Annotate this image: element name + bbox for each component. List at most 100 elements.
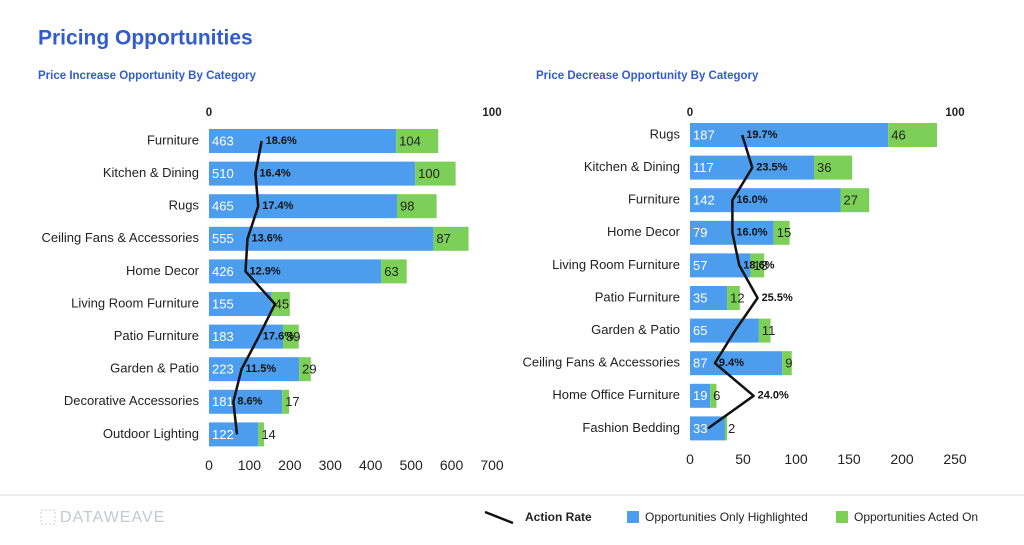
legend-label: Opportunities Only Highlighted <box>645 510 808 524</box>
bar-value-label: 117 <box>693 160 714 175</box>
rate-label: 24.0% <box>758 390 789 402</box>
bar-segment <box>381 259 407 284</box>
action-rate-line <box>707 134 759 430</box>
x-tick-label: 250 <box>943 451 967 467</box>
acted-value-label: 6 <box>713 388 720 403</box>
x-tick-label: 200 <box>278 457 302 473</box>
bar-value-label: 57 <box>693 258 707 273</box>
category-label: Outdoor Lighting <box>103 426 199 441</box>
category-label: Home Decor <box>126 263 200 278</box>
bar-segment <box>690 351 783 376</box>
acted-value-label: 29 <box>302 362 316 377</box>
x-tick-label: 100 <box>238 457 262 473</box>
bar-value-label: 122 <box>212 427 234 442</box>
category-label: Patio Furniture <box>595 289 680 304</box>
bar-segment <box>782 351 792 376</box>
bar-value-label: 19 <box>693 388 707 403</box>
x2-tick-label: 100 <box>482 107 501 119</box>
acted-value-label: 46 <box>891 127 905 142</box>
logo-icon <box>40 509 56 525</box>
category-label: Home Decor <box>607 224 681 239</box>
rate-label: 16.0% <box>736 194 767 206</box>
acted-value-label: 104 <box>399 133 421 148</box>
x2-tick-label: 0 <box>206 107 212 119</box>
bar-segment <box>415 161 456 186</box>
bar-value-label: 463 <box>212 133 234 148</box>
acted-value-label: 15 <box>777 225 791 240</box>
bar-value-label: 510 <box>212 166 234 181</box>
category-label: Home Office Furniture <box>552 387 680 402</box>
rate-label: 18.6% <box>266 135 297 147</box>
category-label: Patio Furniture <box>114 328 199 343</box>
bar-value-label: 223 <box>212 362 234 377</box>
bar-value-label: 555 <box>212 231 234 246</box>
bar-segment <box>258 422 264 447</box>
acted-value-label: 17 <box>285 394 299 409</box>
bar-segment <box>209 422 259 447</box>
bar-segment <box>282 324 299 349</box>
x-tick-label: 50 <box>735 451 751 467</box>
category-label: Ceiling Fans & Accessories <box>41 230 199 245</box>
legend-swatch <box>484 510 514 525</box>
bar-segment <box>209 389 283 414</box>
rate-label: 11.5% <box>246 363 277 375</box>
x-tick-label: 150 <box>837 451 861 467</box>
bar-value-label: 87 <box>693 356 707 371</box>
bar-segment <box>209 226 434 251</box>
x-tick-label: 600 <box>440 457 464 473</box>
x-tick-label: 0 <box>205 457 213 473</box>
rate-label: 16.4% <box>259 168 290 180</box>
bar-value-label: 181 <box>212 394 234 409</box>
acted-value-label: 14 <box>261 427 275 442</box>
category-label: Furniture <box>628 192 680 207</box>
bar-value-label: 35 <box>693 290 707 305</box>
acted-value-label: 13 <box>753 258 767 273</box>
bar-segment <box>299 357 311 382</box>
bar-value-label: 187 <box>693 127 715 142</box>
rate-label: 17.6% <box>263 331 294 343</box>
category-label: Furniture <box>147 132 199 147</box>
bar-segment <box>396 194 437 219</box>
acted-value-label: 39 <box>286 329 300 344</box>
bar-segment <box>209 129 397 153</box>
page-title: Pricing Opportunities <box>38 27 253 50</box>
acted-value-label: 12 <box>730 290 744 305</box>
category-label: Living Room Furniture <box>552 257 680 272</box>
acted-value-label: 87 <box>436 231 450 246</box>
brand-logo: DATAWEAVE <box>40 509 165 526</box>
rate-label: 19.7% <box>746 129 777 141</box>
bar-segment <box>396 129 439 153</box>
acted-value-label: 63 <box>384 264 398 279</box>
bar-segment <box>690 318 759 343</box>
bar-segment <box>773 220 790 245</box>
acted-value-label: 36 <box>817 160 831 175</box>
x-tick-label: 700 <box>480 457 504 473</box>
acted-value-label: 2 <box>728 421 735 436</box>
bar-segment <box>209 161 416 186</box>
bar-value-label: 79 <box>693 225 707 240</box>
legend-swatch <box>627 511 639 523</box>
bar-segment <box>209 357 300 382</box>
rate-label: 16.0% <box>736 227 767 239</box>
brand: DATAWEAVE <box>60 509 165 526</box>
legend-label: Opportunities Acted On <box>854 510 978 524</box>
acted-value-label: 27 <box>844 193 858 208</box>
category-label: Kitchen & Dining <box>584 159 680 174</box>
category-label: Garden & Patio <box>110 361 199 376</box>
rate-label: 18.6% <box>743 259 774 271</box>
category-label: Garden & Patio <box>591 322 680 337</box>
legend-label: Action Rate <box>525 510 592 524</box>
x-tick-label: 200 <box>890 451 914 467</box>
bar-segment <box>750 253 765 278</box>
x-tick-label: 400 <box>359 457 383 473</box>
rate-label: 12.9% <box>250 265 281 277</box>
bar-segment <box>758 318 771 343</box>
acted-value-label: 9 <box>785 356 792 371</box>
x-tick-label: 0 <box>686 451 694 467</box>
action-rate-line <box>232 140 277 435</box>
bar-value-label: 155 <box>212 296 234 311</box>
category-label: Kitchen & Dining <box>103 165 199 180</box>
x-tick-label: 100 <box>784 451 808 467</box>
bar-value-label: 142 <box>693 193 715 208</box>
